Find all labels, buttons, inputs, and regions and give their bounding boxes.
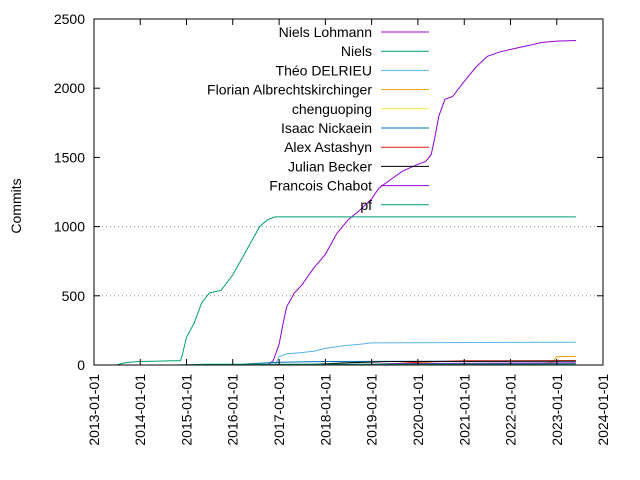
series-line-2 <box>274 341 576 366</box>
x-tick-label: 2023-01-01 <box>549 374 565 446</box>
x-tick-label: 2016-01-01 <box>225 374 241 446</box>
y-tick-label: 2000 <box>54 80 85 96</box>
y-tick-label: 1500 <box>54 149 85 165</box>
y-tick-label: 500 <box>62 288 86 304</box>
x-tick-label: 2021-01-01 <box>456 374 472 446</box>
legend-label-0: Niels Lohmann <box>279 24 372 40</box>
legend-label-8: Francois Chabot <box>269 178 372 194</box>
legend-label-2: Théo DELRIEU <box>276 62 372 78</box>
x-tick-label: 2024-01-01 <box>595 374 611 446</box>
x-tick-label: 2018-01-01 <box>317 374 333 446</box>
y-tick-label: 1000 <box>54 219 85 235</box>
series-lines <box>116 40 576 366</box>
legend-label-1: Niels <box>341 43 372 59</box>
x-tick-label: 2014-01-01 <box>132 374 148 446</box>
legend-label-7: Julian Becker <box>288 158 372 174</box>
x-tick-label: 2022-01-01 <box>503 374 519 446</box>
legend-label-4: chenguoping <box>292 101 372 117</box>
legend-label-6: Alex Astashyn <box>284 139 372 155</box>
x-tick-label: 2020-01-01 <box>410 374 426 446</box>
legend-label-9: pf <box>360 197 372 213</box>
y-axis-title: Commits <box>8 178 24 233</box>
x-tick-label: 2013-01-01 <box>86 374 102 446</box>
legend: Niels Lohmann Niels Théo DELRIEU Florian Al… <box>207 24 429 213</box>
x-tick-label: 2017-01-01 <box>271 374 287 446</box>
axis-ticks: 0 500 1000 1500 2000 2500 2013-01-01 2014-01-01… <box>54 11 611 446</box>
gridlines <box>94 226 603 297</box>
y-tick-label: 0 <box>77 357 85 373</box>
legend-label-5: Isaac Nickaein <box>281 120 372 136</box>
x-tick-label: 2015-01-01 <box>178 374 194 446</box>
plot-frame <box>93 18 604 366</box>
y-tick-label: 2500 <box>54 11 85 27</box>
x-tick-label: 2019-01-01 <box>364 374 380 446</box>
series-line-1 <box>116 216 576 366</box>
legend-label-3: Florian Albrechtskirchinger <box>207 82 372 98</box>
series-line-0 <box>267 40 576 366</box>
